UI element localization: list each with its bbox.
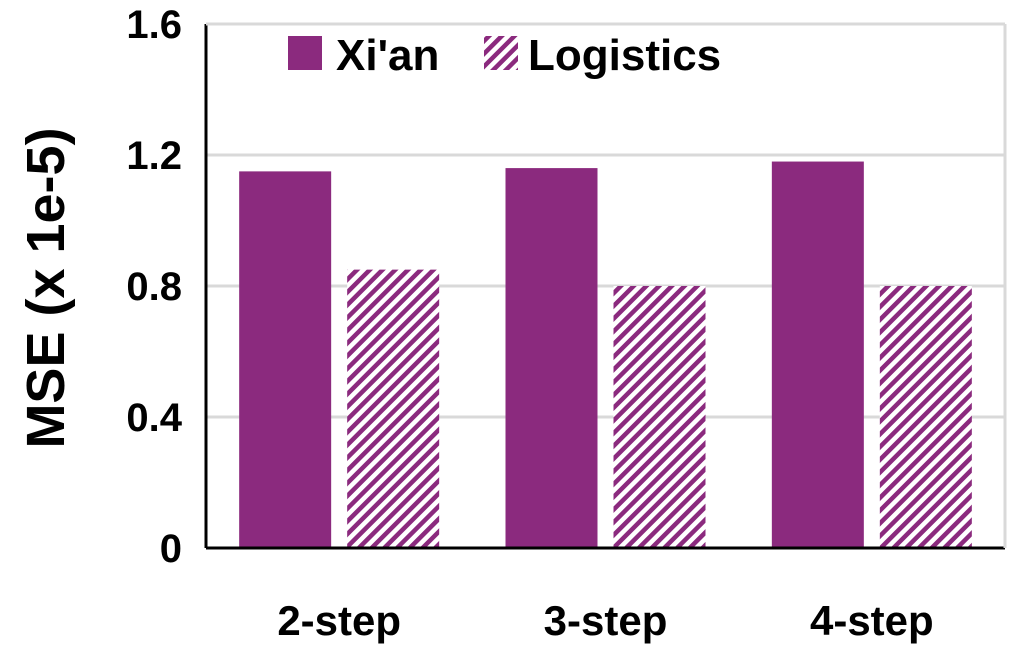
bar-logistics-4-step (879, 286, 972, 548)
gridlines (206, 153, 1005, 419)
legend: Xi'an Logistics (288, 31, 721, 80)
y-tick-label: 0.8 (126, 265, 182, 309)
y-tick-label: 1.6 (126, 3, 182, 47)
x-tick-label: 3-step (544, 597, 668, 644)
x-tick-labels: 2-step 3-step 4-step (277, 597, 933, 644)
y-tick-labels: 0 0.4 0.8 1.2 1.6 (126, 3, 182, 571)
bar-logistics-3-step (613, 286, 706, 548)
y-tick-label: 1.2 (126, 134, 182, 178)
axes (204, 22, 1007, 550)
bar-logistics-2-step (347, 269, 440, 548)
x-tick-label: 4-step (810, 597, 934, 644)
y-tick-label: 0 (160, 527, 182, 571)
x-tick-label: 2-step (277, 597, 401, 644)
legend-swatch-logistics (484, 36, 518, 70)
bars (239, 161, 972, 549)
bar-xian-3-step (505, 168, 598, 548)
y-axis-title: MSE (x 1e-5) (16, 127, 76, 448)
bar-xian-4-step (771, 161, 864, 549)
y-tick-label: 0.4 (126, 396, 182, 440)
legend-label-xian: Xi'an (336, 31, 439, 80)
bar-xian-2-step (239, 171, 332, 548)
legend-swatch-xian (288, 36, 322, 70)
legend-label-logistics: Logistics (528, 31, 721, 80)
